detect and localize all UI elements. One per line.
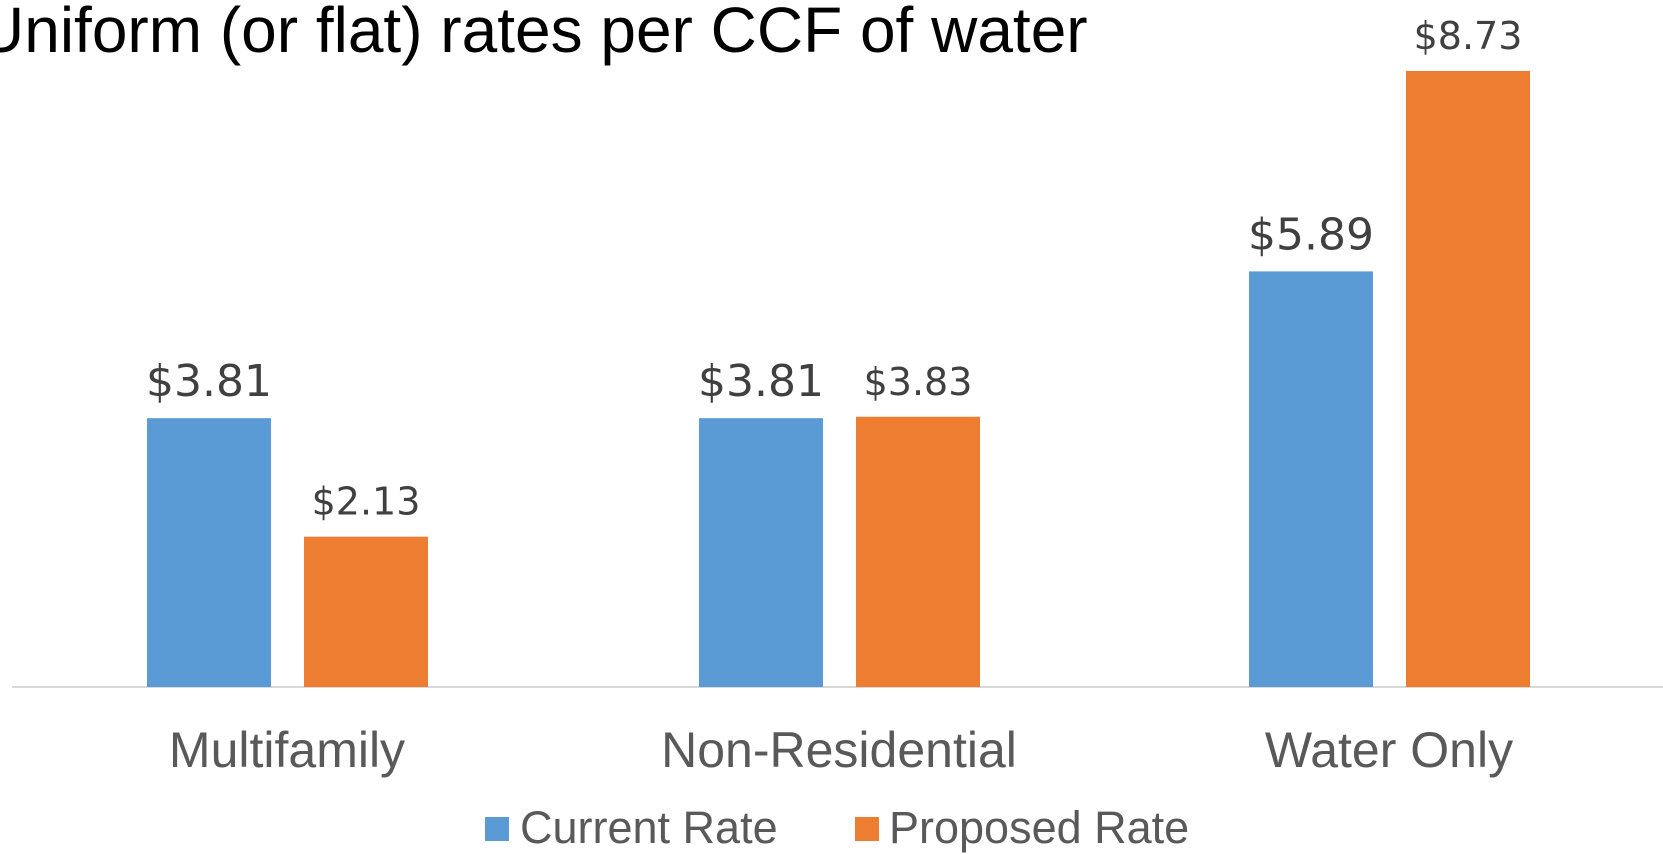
value-label: $8.73 bbox=[1414, 14, 1523, 58]
bar bbox=[699, 418, 823, 687]
value-label: $3.81 bbox=[698, 356, 824, 407]
legend-label: Proposed Rate bbox=[889, 802, 1189, 853]
value-label: $3.83 bbox=[864, 360, 973, 404]
legend-swatch bbox=[485, 817, 509, 841]
bar bbox=[147, 418, 271, 687]
bar bbox=[856, 416, 980, 687]
x-tick-label: Water Only bbox=[1265, 722, 1513, 778]
value-label: $5.89 bbox=[1248, 209, 1374, 260]
value-label: $3.81 bbox=[146, 356, 272, 407]
bar bbox=[1249, 271, 1373, 687]
chart-title: Uniform (or flat) rates per CCF of water bbox=[0, 0, 1088, 66]
bar bbox=[1406, 71, 1530, 687]
bar bbox=[304, 536, 428, 687]
x-tick-label: Non-Residential bbox=[661, 722, 1017, 778]
value-label: $2.13 bbox=[312, 480, 421, 524]
legend-label: Current Rate bbox=[520, 802, 778, 853]
x-tick-label: Multifamily bbox=[169, 722, 405, 778]
legend-swatch bbox=[855, 817, 879, 841]
